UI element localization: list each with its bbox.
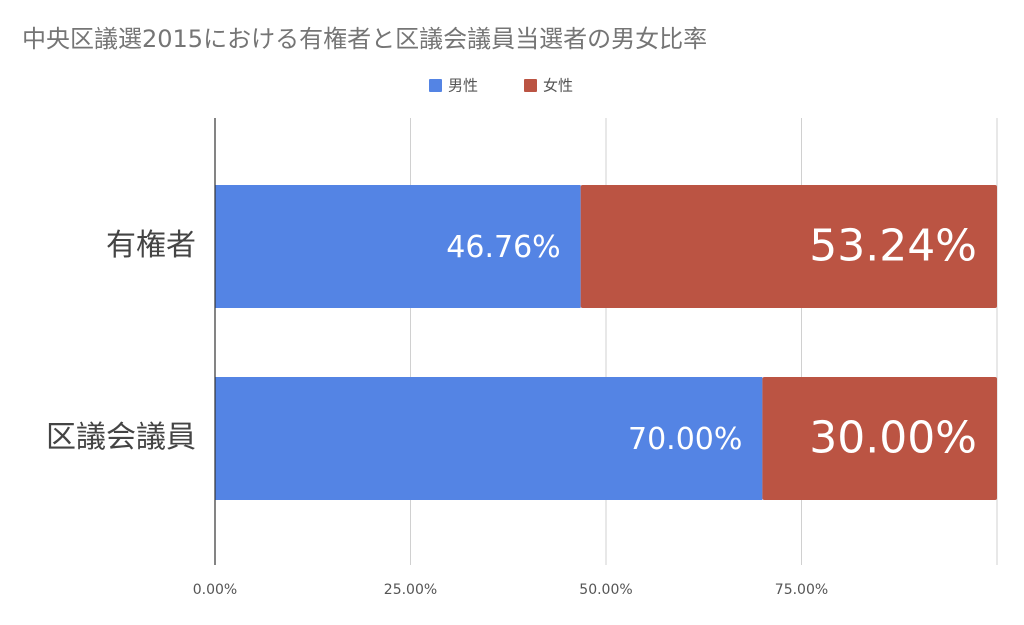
- legend-swatch: [524, 79, 537, 92]
- bar-segment: [215, 185, 581, 308]
- data-label: 30.00%: [809, 413, 977, 464]
- data-label: 53.24%: [809, 221, 977, 272]
- category-label: 区議会議員: [46, 420, 196, 455]
- legend-label: 女性: [543, 77, 573, 95]
- bar-segment: [215, 377, 763, 500]
- x-tick-label: 25.00%: [384, 582, 437, 598]
- category-label: 有権者: [106, 228, 196, 263]
- legend-swatch: [429, 79, 442, 92]
- data-label: 70.00%: [628, 422, 742, 457]
- legend-label: 男性: [448, 77, 478, 95]
- x-tick-label: 0.00%: [193, 582, 237, 598]
- bar-segment: [580, 185, 997, 308]
- x-tick-label: 75.00%: [775, 582, 828, 598]
- data-label: 46.76%: [446, 230, 560, 265]
- x-tick-label: 50.00%: [579, 582, 632, 598]
- bar-segment: [762, 377, 997, 500]
- chart-title: 中央区議選2015における有権者と区議会議員当選者の男女比率: [22, 25, 707, 53]
